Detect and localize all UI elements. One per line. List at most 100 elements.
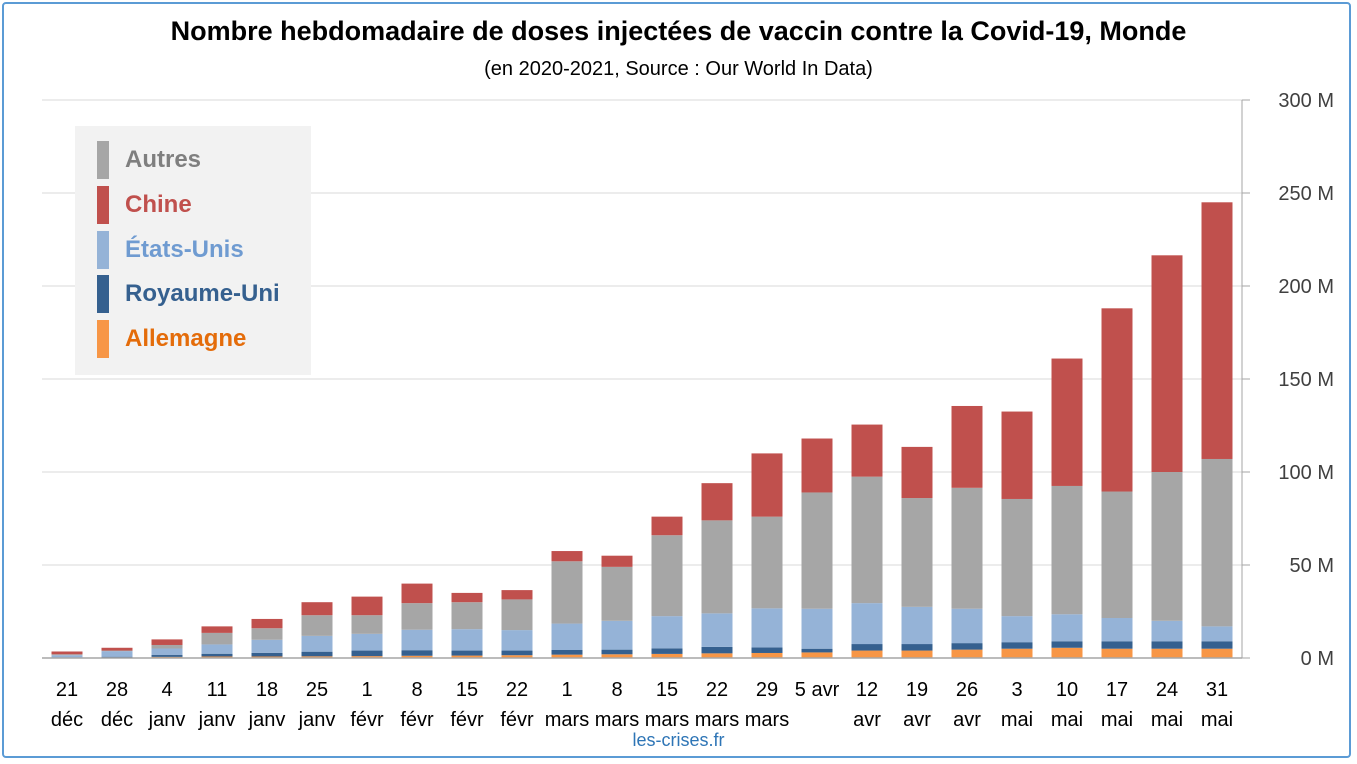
x-tick-label: 28 [106,679,128,701]
y-tick-label: 250 M [1278,183,1334,205]
bar-segment-royaume-uni [451,650,483,656]
x-tick-label: 31 [1206,679,1228,701]
bar-segment-chine [551,551,583,562]
bar-segment-chine [601,555,633,567]
bar-segment-autres [201,632,233,645]
bar-segment--tats-unis [401,629,433,651]
x-tick-label: janv [248,709,286,731]
x-tick-label: avr [853,709,881,731]
bar-segment-autres [601,566,633,621]
bar-segment-royaume-uni [1051,641,1083,648]
legend-label-allemagne: Allemagne [125,325,247,352]
bar-segment-autres [651,535,683,617]
legend-swatch-allemagne [97,320,109,358]
x-tick-label: 22 [706,679,728,701]
x-tick-label: 8 [411,679,422,701]
bar-segment-royaume-uni [901,644,933,651]
bar-segment-allemagne [701,653,733,658]
x-tick-label: 4 [161,679,172,701]
x-tick-label: déc [101,709,133,731]
bar-segment--tats-unis [451,629,483,651]
bar-segment--tats-unis [201,644,233,654]
bar-segment-chine [1001,411,1033,499]
bar-segment-allemagne [951,649,983,658]
x-tick-label: mai [1151,709,1183,731]
legend-label-etats-unis: États-Unis [125,236,244,263]
bar-segment-autres [501,599,533,631]
bar-segment-chine [751,453,783,517]
x-tick-label: 24 [1156,679,1178,701]
x-tick-label: mai [1001,709,1033,731]
bar-segment-autres [901,498,933,607]
x-tick-label: 5 avr [795,679,840,701]
legend-item-autres: Autres [97,140,201,180]
bar-segment-chine [51,651,83,655]
bar-segment-royaume-uni [701,646,733,654]
bar-segment-chine [901,446,933,499]
x-tick-label: 10 [1056,679,1078,701]
bar-segment-autres [101,650,133,652]
bar-segment-allemagne [801,652,833,658]
bar-segment-chine [501,590,533,600]
bar-segment-royaume-uni [1101,641,1133,649]
legend-item-allemagne: Allemagne [97,319,246,359]
bar-segment-autres [751,516,783,609]
bar-segment-chine [1051,358,1083,486]
bar-segment-royaume-uni [1001,642,1033,649]
bar-segment-allemagne [1201,648,1233,658]
bar-segment--tats-unis [851,603,883,645]
bar-segment-allemagne [551,654,583,658]
bar-segment-royaume-uni [801,648,833,653]
bar-segment-chine [651,516,683,536]
legend-item-etats-unis: États-Unis [97,230,244,270]
x-tick-label: mars [645,709,689,731]
bar-segment-autres [1201,458,1233,627]
x-tick-label: déc [51,709,83,731]
bar-segment--tats-unis [1201,626,1233,642]
bar-segment--tats-unis [101,651,133,657]
legend-swatch-autres [97,141,109,179]
legend: Autres Chine États-Unis Royaume-Uni Alle… [75,126,311,375]
bar-segment-royaume-uni [551,650,583,655]
bar-segment-allemagne [451,655,483,658]
bar-segment-royaume-uni [951,643,983,650]
bar-segment-allemagne [651,653,683,658]
x-tick-label: avr [903,709,931,731]
x-tick-label: mai [1051,709,1083,731]
bar-segment--tats-unis [351,633,383,651]
bar-segment-autres [351,615,383,634]
x-tick-label: mai [1201,709,1233,731]
bar-segment-chine [1201,202,1233,459]
x-tick-label: 3 [1011,679,1022,701]
x-tick-label: 22 [506,679,528,701]
x-tick-label: févr [450,709,484,731]
y-tick-label: 50 M [1290,555,1334,577]
bar-segment-chine [301,602,333,616]
x-tick-label: mars [595,709,639,731]
legend-swatch-chine [97,186,109,224]
y-tick-label: 0 M [1301,648,1334,670]
legend-swatch-etats-unis [97,231,109,269]
bar-segment--tats-unis [601,620,633,650]
legend-swatch-royaume-uni [97,275,109,313]
bar-segment-autres [1001,498,1033,617]
bar-segment-chine [951,405,983,488]
bar-segment-autres [51,654,83,656]
bar-segment-autres [251,628,283,640]
x-tick-label: 18 [256,679,278,701]
bar-segment--tats-unis [651,616,683,649]
x-tick-label: mai [1101,709,1133,731]
x-tick-label: 21 [56,679,78,701]
bar-segment-allemagne [351,656,383,658]
bar-segment-autres [151,644,183,649]
x-tick-label: 26 [956,679,978,701]
bar-segment-chine [801,438,833,493]
legend-item-royaume-uni: Royaume-Uni [97,274,280,314]
chart-title: Nombre hebdomadaire de doses injectées d… [170,16,1187,46]
bar-segment-allemagne [1051,647,1083,658]
bar-segment-royaume-uni [751,647,783,653]
bar-segment-chine [401,583,433,604]
bar-segment-chine [1151,255,1183,472]
x-tick-label: janv [198,709,236,731]
